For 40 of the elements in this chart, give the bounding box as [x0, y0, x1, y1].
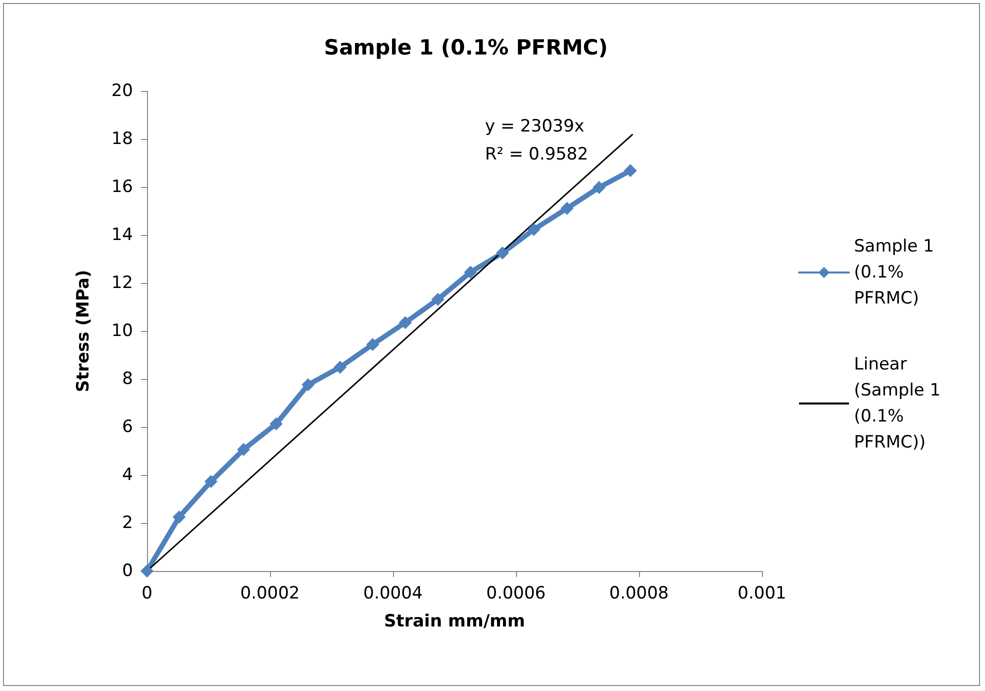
point	[172, 510, 186, 524]
point	[398, 316, 412, 330]
point	[592, 180, 606, 194]
y-tick-label: 0	[122, 561, 133, 581]
y-tick-label: 4	[122, 465, 133, 485]
point	[431, 292, 444, 306]
y-tick-label: 2	[122, 513, 133, 533]
x-tick-label: 0.0006	[486, 584, 546, 604]
point	[464, 266, 477, 279]
x-tick-label: 0.0002	[240, 584, 300, 604]
chart-title: Sample 1 (0.1% PFRMC)	[324, 36, 608, 60]
y-tick-label: 14	[111, 225, 133, 245]
legend-label: Linear (Sample 1 (0.1% PFRMC))	[854, 354, 946, 452]
y-tick-label: 6	[122, 417, 133, 437]
point	[624, 164, 637, 178]
x-tick-label: 0.001	[738, 584, 786, 604]
point	[140, 564, 154, 578]
x-tick-label: 0.0004	[363, 584, 423, 604]
y-tick-label: 10	[111, 321, 133, 341]
y-tick-label: 20	[111, 81, 133, 101]
y-axis-title: Stress (MPa)	[74, 270, 94, 392]
x-tick-label: 0	[142, 584, 152, 604]
y-tick-label: 18	[111, 129, 133, 149]
legend-label: Sample 1 (0.1% PFRMC)	[854, 236, 940, 308]
y-tick-label: 12	[111, 273, 133, 293]
point	[237, 443, 250, 456]
annotation: R² = 0.9582	[485, 144, 588, 164]
y-tick-label: 16	[111, 177, 133, 197]
x-tick-label: 0.0008	[609, 584, 669, 604]
point	[496, 246, 509, 260]
point	[527, 222, 540, 236]
point	[204, 474, 218, 488]
x-axis-title: Strain mm/mm	[384, 612, 526, 632]
point	[334, 360, 347, 374]
point	[270, 417, 283, 430]
point	[302, 378, 315, 392]
annotation: y = 23039x	[485, 116, 584, 136]
y-tick-label: 8	[122, 369, 133, 389]
point	[366, 338, 380, 351]
point	[560, 202, 574, 215]
